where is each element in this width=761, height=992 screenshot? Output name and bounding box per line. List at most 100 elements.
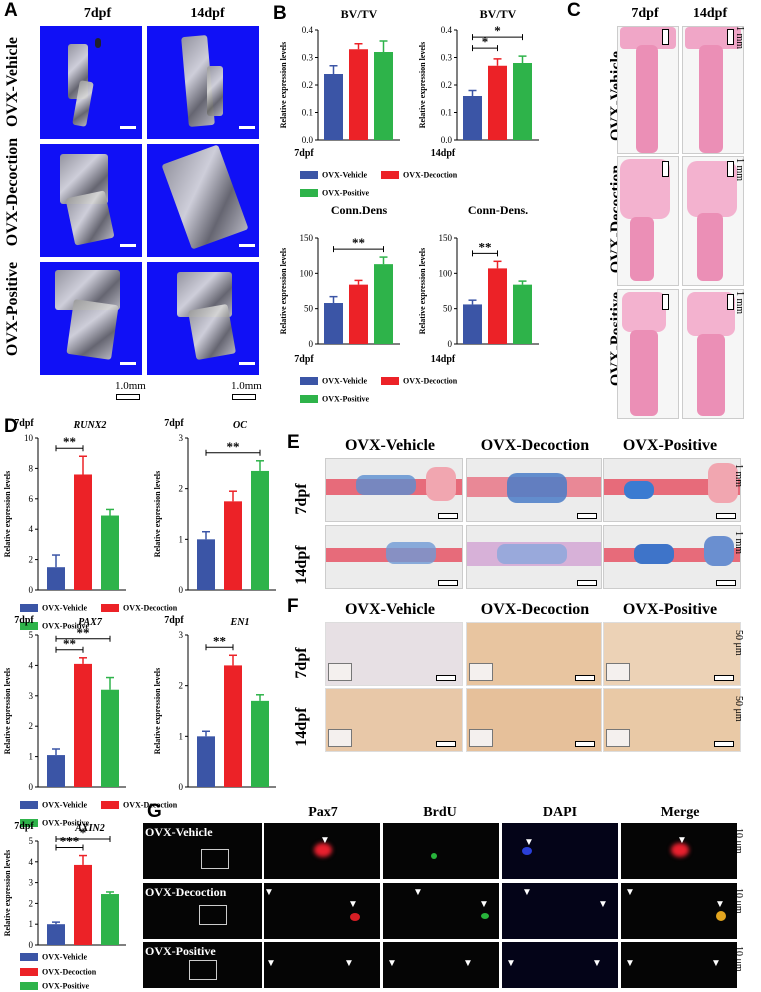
y-tick-label: 1 (179, 731, 184, 741)
a-row-label-positive: OVX-Positive (4, 261, 21, 357)
ihc-14dpf-vehicle (325, 688, 463, 752)
a-scale-bar-7dpf (116, 394, 140, 400)
safranin-14dpf-positive (603, 525, 741, 589)
chart-title: Conn-Dens. (468, 203, 528, 217)
legend-label: OVX-Vehicle (322, 376, 368, 386)
y-tick-label: 0.2 (302, 80, 313, 90)
legend-swatch (300, 395, 318, 404)
chart-title: RUNX2 (73, 420, 107, 431)
y-tick-label: 0 (309, 339, 314, 349)
legend-item-ovx-decoction: OVX-Decoction (381, 376, 457, 386)
microct-14dpf-positive (147, 262, 259, 375)
bar-ovx-positive (251, 700, 269, 787)
g-col-label-pax7: Pax7 (308, 805, 338, 820)
legend-label: OVX-Decoction (403, 170, 458, 180)
bar-ovx-decoction (488, 65, 507, 140)
he-7dpf-decoction (617, 156, 679, 286)
panel-label-b: B (273, 3, 287, 24)
e-scale-label-1: 1 mm (733, 464, 744, 488)
legend-swatch (20, 622, 38, 631)
legend-swatch (20, 604, 38, 613)
a-col-label-7dpf: 7dpf (83, 6, 112, 21)
safranin-7dpf-positive (603, 458, 741, 522)
f-scale-label-1: 50 μm (733, 630, 744, 656)
legend-label: OVX-Vehicle (42, 800, 88, 810)
y-axis-label: Relative expression levels (153, 471, 162, 558)
y-tick-label: 2 (29, 898, 34, 908)
y-tick-label: 5 (29, 630, 34, 640)
y-tick-label: 10 (24, 433, 34, 443)
f-col-label-vehicle: OVX-Vehicle (344, 601, 436, 618)
bar-ovx-vehicle (197, 736, 215, 787)
y-tick-label: 2 (179, 681, 184, 691)
bar-ovx-decoction (74, 864, 92, 945)
f-scale-label-2: 50 μm (733, 696, 744, 722)
safranin-7dpf-decoction (466, 458, 602, 522)
y-tick-label: 0.0 (441, 135, 453, 145)
bar-ovx-positive (101, 689, 119, 787)
y-tick-label: 0 (448, 339, 453, 349)
g-col-label-dapi: DAPI (542, 805, 578, 820)
bar-ovx-decoction (349, 49, 368, 140)
f-col-label-positive: OVX-Positive (622, 601, 718, 618)
y-tick-label: 4 (29, 660, 34, 670)
g-overview-positive: OVX-Positive (143, 942, 262, 988)
x-axis-label: 7dpf (14, 418, 34, 429)
bar-ovx-positive (513, 63, 532, 140)
sig-label: ** (63, 636, 76, 651)
legend-item-ovx-decoction: OVX-Decoction (101, 603, 177, 613)
g-pax7-vehicle: ▼ (264, 823, 380, 879)
x-axis-label: 7dpf (294, 148, 314, 159)
chart-en1: EN1 0 1 2 3 Relative expression levels 7dpf ** (153, 615, 276, 792)
bar-ovx-decoction (224, 665, 242, 787)
sig-label: ** (352, 235, 365, 250)
y-tick-label: 50 (443, 304, 453, 314)
sig-label: * (482, 34, 489, 49)
bar-ovx-positive (101, 894, 119, 945)
legend-item-ovx-decoction: OVX-Decoction (381, 170, 457, 180)
g-merge-positive: ▼ ▼ (621, 942, 737, 988)
y-axis-label: Relative expression levels (279, 42, 288, 129)
g-row-label-decoction: OVX-Decoction (145, 885, 227, 899)
g-scale-label-3: 10 μm (733, 946, 744, 972)
c-scale-label-2: 1 mm (734, 158, 745, 182)
chart-oc: OC 0 1 2 3 Relative expression levels 7dpf ** (153, 418, 276, 595)
g-col-label-brdu: BrdU (423, 805, 457, 820)
bar-ovx-decoction (224, 501, 242, 590)
legend-label: OVX-Vehicle (42, 952, 88, 962)
legend-item-ovx-positive: OVX-Positive (300, 394, 369, 404)
y-tick-label: 1 (29, 752, 34, 762)
e-row-label-7dpf: 7dpf (293, 483, 310, 515)
legend-item-ovx-vehicle: OVX-Vehicle (20, 952, 130, 962)
legend-label: OVX-Positive (42, 621, 90, 631)
he-14dpf-positive (682, 289, 744, 419)
legend-swatch (20, 953, 38, 962)
g-pax7-decoction: ▼ ▼ (264, 883, 380, 939)
legend-label: OVX-Decoction (42, 967, 97, 977)
bar-ovx-vehicle (47, 567, 65, 590)
bar-ovx-decoction (74, 474, 92, 590)
he-7dpf-positive (617, 289, 679, 419)
a-row-label-decoction: OVX-Decoction (4, 137, 21, 247)
g-row-label-positive: OVX-Positive (145, 944, 216, 958)
ihc-14dpf-positive (603, 688, 741, 752)
chart-title: Conn.Dens (331, 203, 388, 217)
x-axis-label: 7dpf (294, 354, 314, 365)
bar-ovx-positive (374, 52, 393, 140)
he-14dpf-vehicle (682, 26, 744, 154)
g-pax7-positive: ▼ ▼ (264, 942, 380, 988)
x-axis-label: 7dpf (14, 821, 34, 832)
y-axis-label: Relative expression levels (418, 42, 427, 129)
e-col-label-positive: OVX-Positive (622, 437, 718, 454)
legend-item-ovx-decoction: OVX-Decoction (20, 967, 130, 977)
legend-swatch (20, 801, 38, 810)
bar-ovx-positive (101, 515, 119, 590)
legend-swatch (101, 604, 120, 613)
y-tick-label: 1 (29, 919, 34, 929)
bar-ovx-vehicle (197, 539, 215, 590)
bar-ovx-positive (513, 284, 532, 344)
legend-swatch (381, 171, 400, 180)
legend-swatch (20, 982, 38, 991)
y-axis-label: Relative expression levels (418, 248, 427, 335)
sig-label: ** (77, 625, 90, 640)
